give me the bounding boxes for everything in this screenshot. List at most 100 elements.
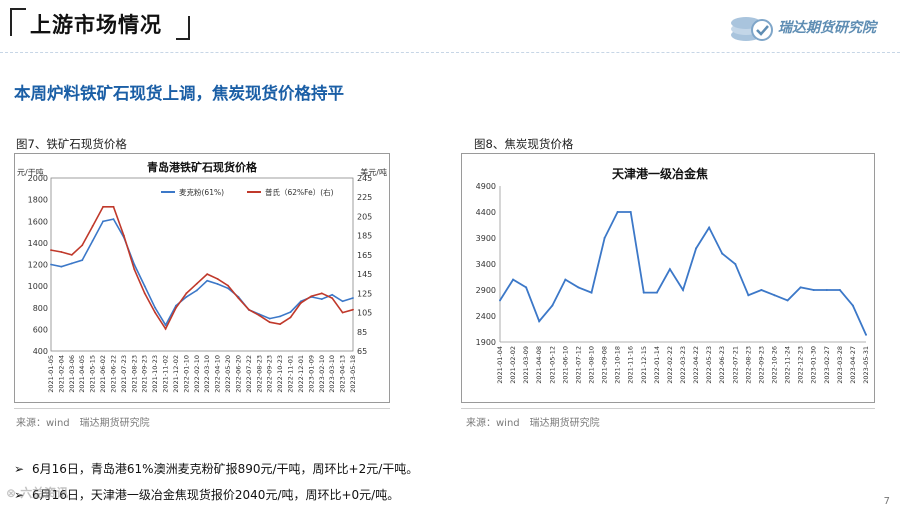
x-tick-label: 2022-11-01 bbox=[287, 355, 295, 393]
data-point bbox=[102, 220, 104, 223]
y-left-tick-label: 600 bbox=[33, 325, 48, 334]
data-point bbox=[577, 286, 580, 289]
x-tick-label: 2023-04-13 bbox=[339, 355, 347, 393]
data-point bbox=[708, 226, 711, 229]
x-tick-label: 2021-04-08 bbox=[535, 346, 543, 384]
data-point bbox=[206, 273, 209, 276]
data-point bbox=[185, 296, 188, 298]
x-tick-label: 2022-12-01 bbox=[297, 355, 305, 393]
y-right-tick-label: 165 bbox=[357, 251, 372, 260]
data-point bbox=[603, 237, 606, 239]
data-point bbox=[91, 239, 94, 242]
legend-label: 普氏（62%Fe）(右) bbox=[265, 187, 334, 197]
data-point bbox=[279, 315, 282, 318]
y-tick-label: 2400 bbox=[476, 312, 496, 321]
x-tick-label: 2022-04-10 bbox=[214, 355, 222, 393]
x-tick-label: 2021-11-02 bbox=[162, 355, 170, 393]
x-tick-label: 2023-05-18 bbox=[349, 355, 357, 393]
x-tick-label: 2022-01-14 bbox=[653, 346, 661, 384]
x-tick-label: 2021-11-16 bbox=[627, 346, 635, 384]
x-tick-label: 2022-03-10 bbox=[203, 355, 211, 393]
x-tick-label: 2022-02-10 bbox=[193, 355, 201, 393]
y-right-tick-label: 125 bbox=[357, 289, 372, 298]
legend-label: 麦克粉(61%) bbox=[179, 187, 224, 197]
coin-stack-icon bbox=[731, 17, 773, 41]
x-tick-label: 2021-08-10 bbox=[588, 346, 596, 384]
data-point bbox=[289, 311, 292, 313]
data-point bbox=[122, 234, 125, 237]
data-point bbox=[786, 299, 789, 302]
chart-title: 青岛港铁矿石现货价格 bbox=[147, 160, 258, 174]
data-point bbox=[525, 286, 528, 289]
data-point bbox=[258, 314, 261, 317]
y-left-tick-label: 1000 bbox=[28, 282, 48, 291]
data-point bbox=[564, 278, 567, 281]
coke-price-chart: 天津港一级冶金焦 1900 2400 2900 3400 3900 4400 4900 2021… bbox=[476, 166, 870, 384]
x-tick-label: 2022-10-23 bbox=[276, 355, 284, 393]
data-point bbox=[164, 327, 167, 330]
data-point bbox=[143, 285, 146, 288]
data-point bbox=[721, 252, 724, 255]
figure8-rule bbox=[461, 408, 875, 409]
y-right-tick-label: 205 bbox=[357, 212, 372, 221]
data-point bbox=[81, 244, 84, 247]
watermark-text: 六益资讯 bbox=[20, 486, 69, 500]
data-point bbox=[352, 297, 354, 299]
data-point bbox=[81, 259, 84, 262]
x-tick-label: 2022-05-20 bbox=[224, 355, 232, 393]
data-point bbox=[551, 304, 554, 307]
data-point bbox=[773, 294, 776, 297]
x-tick-label: 2023-01-09 bbox=[307, 355, 315, 393]
data-point bbox=[320, 292, 323, 295]
data-point bbox=[352, 308, 354, 311]
x-tick-label: 2021-03-06 bbox=[68, 355, 76, 393]
series-line-0 bbox=[50, 218, 354, 327]
x-tick-label: 2022-11-24 bbox=[784, 346, 792, 384]
bullet-arrow-icon: ➢ bbox=[14, 488, 25, 502]
x-tick-label: 2021-05-15 bbox=[89, 355, 97, 393]
x-tick-label: 2021-01-05 bbox=[47, 355, 55, 393]
x-tick-label: 2021-02-02 bbox=[509, 346, 517, 384]
title-bracket-left bbox=[10, 8, 26, 36]
data-point bbox=[70, 262, 73, 265]
bullet-text: 6月16日，青岛港61%澳洲麦克粉矿报890元/干吨，周环比+2元/干吨。 bbox=[32, 462, 419, 476]
data-point bbox=[331, 293, 334, 296]
figure8-panel: 天津港一级冶金焦 1900 2400 2900 3400 3900 4400 4900 2021… bbox=[461, 153, 875, 403]
data-point bbox=[227, 284, 229, 287]
data-point bbox=[682, 289, 684, 291]
page-number: 7 bbox=[883, 496, 890, 507]
y-left-tick-label: 800 bbox=[33, 304, 48, 313]
x-tick-label: 2023-01-30 bbox=[810, 346, 818, 384]
x-tick-label: 2023-03-10 bbox=[328, 355, 336, 393]
data-point bbox=[838, 289, 841, 291]
data-point bbox=[695, 247, 698, 250]
data-point bbox=[799, 286, 802, 289]
data-point bbox=[825, 289, 828, 291]
y-right-tick-label: 105 bbox=[357, 309, 372, 318]
left-axis-unit: 元/干吨 bbox=[17, 167, 44, 177]
data-point bbox=[60, 251, 63, 253]
x-tick-label: 2023-02-27 bbox=[823, 346, 831, 384]
data-point bbox=[154, 306, 157, 309]
data-point bbox=[206, 279, 209, 282]
x-tick-label: 2021-10-18 bbox=[614, 346, 622, 384]
x-tick-label: 2022-01-10 bbox=[182, 355, 190, 393]
data-point bbox=[175, 306, 177, 309]
figure7-rule bbox=[14, 408, 390, 409]
data-point bbox=[512, 278, 515, 281]
data-point bbox=[341, 300, 344, 303]
data-point bbox=[655, 291, 658, 294]
x-tick-label: 2022-06-23 bbox=[718, 346, 726, 384]
data-point bbox=[185, 292, 188, 295]
x-tick-label: 2021-01-04 bbox=[496, 346, 504, 384]
y-right-tick-label: 245 bbox=[357, 174, 372, 183]
y-left-tick-label: 1800 bbox=[28, 196, 48, 205]
y-left-tick-label: 2000 bbox=[28, 174, 48, 183]
y-tick-label: 1900 bbox=[476, 338, 496, 347]
data-point bbox=[50, 249, 52, 251]
x-tick-label: 2021-06-10 bbox=[561, 346, 569, 384]
x-tick-label: 2022-12-23 bbox=[797, 346, 805, 384]
brand-logo: 瑞达期货研究院 bbox=[728, 10, 898, 44]
x-tick-label: 2021-03-09 bbox=[522, 346, 530, 384]
x-tick-label: 2022-09-23 bbox=[266, 355, 274, 393]
